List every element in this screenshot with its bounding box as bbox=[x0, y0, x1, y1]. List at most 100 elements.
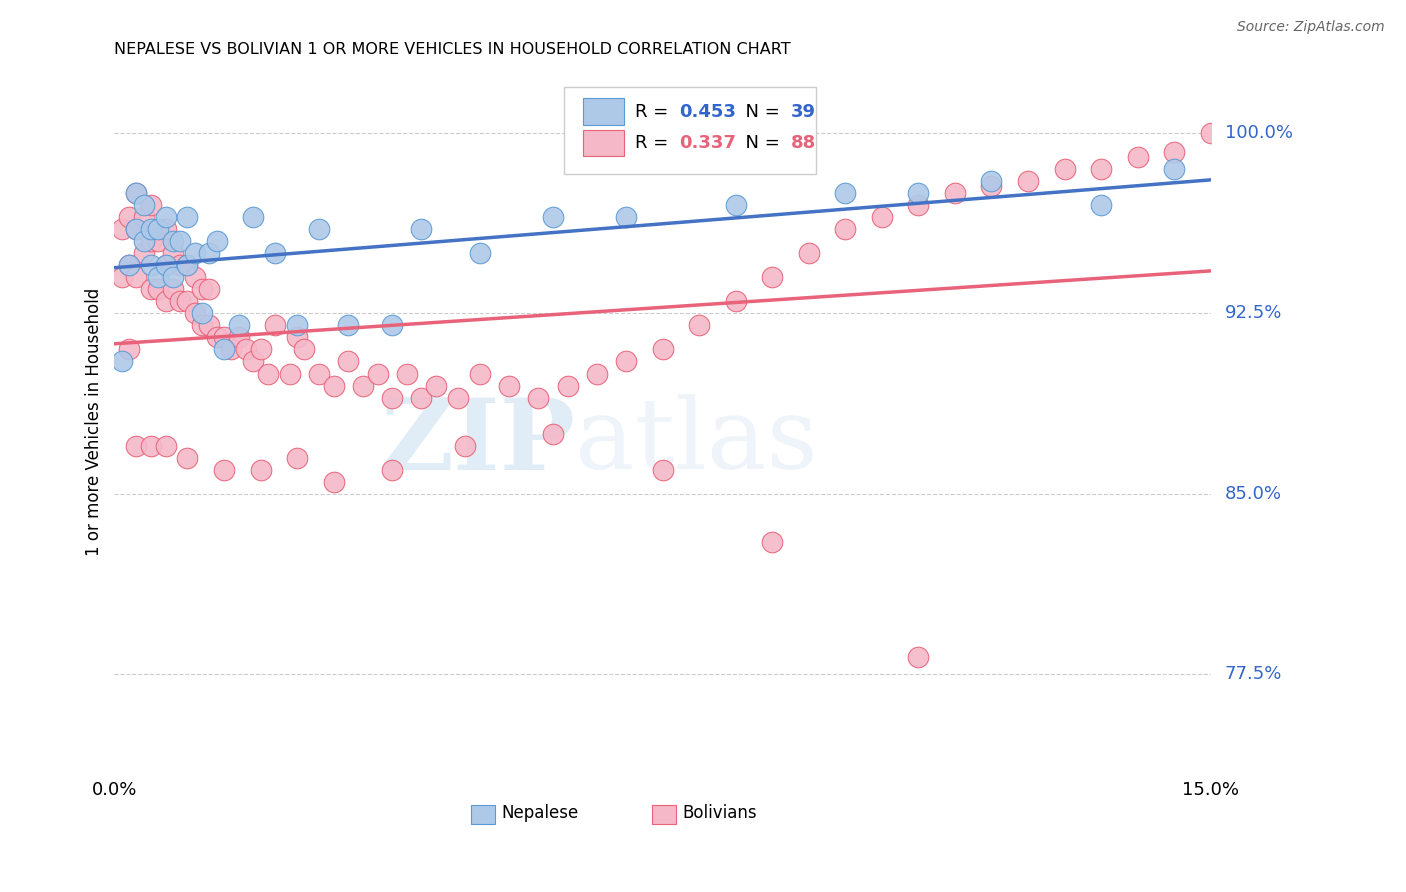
Point bbox=[155, 259, 177, 273]
Point bbox=[425, 378, 447, 392]
Point bbox=[191, 318, 214, 333]
Point bbox=[139, 222, 162, 236]
Point bbox=[980, 174, 1002, 188]
Point bbox=[447, 391, 470, 405]
Point bbox=[1090, 198, 1112, 212]
Point bbox=[294, 343, 316, 357]
Point bbox=[651, 343, 673, 357]
Point bbox=[118, 259, 141, 273]
Point bbox=[498, 378, 520, 392]
Point bbox=[614, 211, 637, 225]
Point bbox=[1090, 162, 1112, 177]
Point bbox=[651, 462, 673, 476]
Point bbox=[264, 318, 287, 333]
Point bbox=[191, 306, 214, 320]
Point bbox=[322, 378, 344, 392]
Point bbox=[381, 318, 404, 333]
Point bbox=[176, 294, 198, 309]
FancyBboxPatch shape bbox=[651, 805, 676, 824]
Point bbox=[155, 211, 177, 225]
Point bbox=[322, 475, 344, 489]
Point bbox=[111, 270, 134, 285]
Point bbox=[221, 343, 243, 357]
Text: NEPALESE VS BOLIVIAN 1 OR MORE VEHICLES IN HOUSEHOLD CORRELATION CHART: NEPALESE VS BOLIVIAN 1 OR MORE VEHICLES … bbox=[114, 42, 792, 57]
Point bbox=[228, 318, 250, 333]
Point bbox=[162, 270, 184, 285]
Point bbox=[285, 330, 308, 344]
Text: ZIP: ZIP bbox=[380, 394, 575, 491]
Text: R =: R = bbox=[636, 103, 673, 120]
Point bbox=[541, 426, 564, 441]
Point bbox=[125, 222, 148, 236]
Point bbox=[249, 462, 271, 476]
Text: 77.5%: 77.5% bbox=[1225, 665, 1282, 682]
Point bbox=[176, 211, 198, 225]
Point bbox=[308, 367, 330, 381]
Point bbox=[125, 222, 148, 236]
Point bbox=[176, 259, 198, 273]
Point bbox=[118, 259, 141, 273]
Text: 85.0%: 85.0% bbox=[1225, 484, 1282, 502]
FancyBboxPatch shape bbox=[471, 805, 495, 824]
Point bbox=[111, 354, 134, 368]
Point bbox=[132, 198, 155, 212]
Point bbox=[169, 235, 191, 249]
Point bbox=[169, 259, 191, 273]
Point bbox=[907, 186, 929, 201]
Point bbox=[118, 343, 141, 357]
Point bbox=[155, 259, 177, 273]
Point bbox=[212, 330, 235, 344]
Point bbox=[688, 318, 710, 333]
Point bbox=[1126, 150, 1149, 164]
Point bbox=[212, 343, 235, 357]
Y-axis label: 1 or more Vehicles in Household: 1 or more Vehicles in Household bbox=[86, 287, 103, 556]
Point bbox=[162, 282, 184, 296]
Point bbox=[148, 282, 170, 296]
Point bbox=[169, 294, 191, 309]
Point bbox=[468, 367, 491, 381]
Point bbox=[381, 391, 404, 405]
Point bbox=[125, 270, 148, 285]
Point bbox=[724, 198, 747, 212]
Point bbox=[139, 235, 162, 249]
Point bbox=[132, 246, 155, 260]
Text: Bolivians: Bolivians bbox=[682, 804, 756, 822]
Point bbox=[527, 391, 550, 405]
Point bbox=[184, 306, 207, 320]
Point bbox=[411, 222, 433, 236]
Point bbox=[139, 259, 162, 273]
Point bbox=[176, 450, 198, 465]
Point bbox=[557, 378, 579, 392]
Point bbox=[367, 367, 389, 381]
Point bbox=[1163, 145, 1185, 160]
Point bbox=[761, 534, 783, 549]
Point bbox=[118, 211, 141, 225]
Point bbox=[212, 462, 235, 476]
Point bbox=[1017, 174, 1039, 188]
Point bbox=[125, 439, 148, 453]
Point bbox=[468, 246, 491, 260]
Point bbox=[125, 186, 148, 201]
Point bbox=[176, 259, 198, 273]
Point bbox=[1163, 162, 1185, 177]
Point bbox=[242, 211, 264, 225]
Point bbox=[148, 235, 170, 249]
Point bbox=[139, 439, 162, 453]
Point bbox=[352, 378, 374, 392]
Point bbox=[761, 270, 783, 285]
Text: N =: N = bbox=[734, 134, 786, 152]
Point bbox=[381, 462, 404, 476]
Text: Nepalese: Nepalese bbox=[502, 804, 579, 822]
Point bbox=[278, 367, 301, 381]
Point bbox=[337, 354, 360, 368]
Point bbox=[205, 235, 228, 249]
FancyBboxPatch shape bbox=[582, 98, 624, 125]
Text: 39: 39 bbox=[790, 103, 815, 120]
Point bbox=[148, 270, 170, 285]
Point bbox=[797, 246, 820, 260]
Point bbox=[724, 294, 747, 309]
Point bbox=[834, 222, 856, 236]
Point bbox=[242, 354, 264, 368]
Point bbox=[249, 343, 271, 357]
Point bbox=[155, 294, 177, 309]
